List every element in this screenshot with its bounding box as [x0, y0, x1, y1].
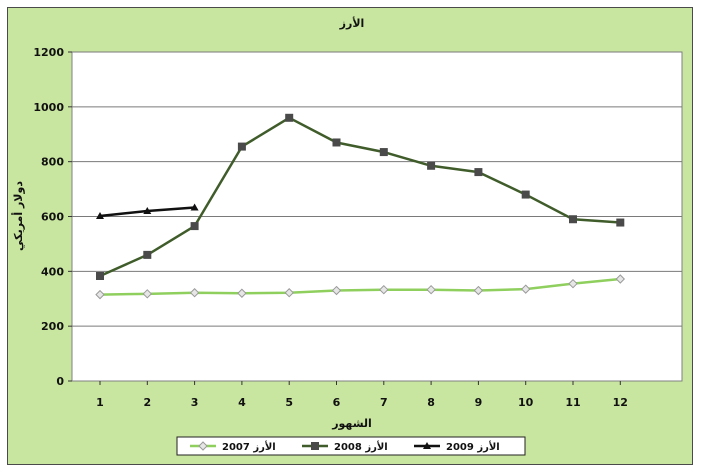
data-point	[520, 284, 531, 294]
data-point	[190, 203, 199, 211]
series	[96, 203, 199, 219]
y-axis-title: دولار أمريكي	[11, 181, 25, 251]
legend-entry: الأرز 2008	[302, 440, 388, 453]
data-point	[427, 161, 436, 170]
data-point	[189, 288, 200, 298]
series	[95, 274, 626, 300]
data-point	[568, 278, 578, 289]
y-tick-label: 600	[41, 211, 64, 224]
data-point	[569, 215, 577, 224]
legend-entry: الأرز 2007	[190, 440, 276, 453]
data-point	[285, 113, 294, 122]
y-axis-ticks: 0 200 400 600 800 1000 1200	[33, 46, 72, 388]
chart-title: الأرز	[339, 16, 365, 30]
data-point	[379, 148, 388, 157]
data-point	[284, 288, 294, 298]
data-point	[332, 138, 341, 147]
data-point	[521, 190, 530, 199]
x-tick-label: 7	[380, 396, 388, 409]
data-point	[96, 211, 104, 219]
data-point	[473, 285, 484, 296]
data-point	[331, 285, 342, 296]
legend-entry: الأرز 2009	[414, 440, 500, 453]
y-tick-label: 0	[56, 375, 64, 388]
data-point	[190, 222, 199, 231]
x-tick-label: 5	[285, 396, 293, 409]
data-point	[96, 271, 104, 280]
legend-label: الأرز 2007	[222, 440, 276, 453]
y-tick-label: 1000	[33, 101, 64, 114]
y-tick-label: 800	[41, 156, 64, 169]
series-line	[99, 116, 621, 278]
data-point	[143, 250, 152, 259]
y-tick-label: 1200	[33, 46, 64, 59]
x-axis-title: الشهور	[331, 417, 372, 430]
legend-label: الأرز 2009	[446, 440, 500, 453]
x-tick-label: 4	[238, 396, 246, 409]
x-tick-label: 10	[518, 396, 534, 409]
x-tick-label: 8	[427, 396, 435, 409]
data-point	[615, 274, 626, 284]
x-tick-label: 6	[333, 396, 341, 409]
data-point	[616, 218, 625, 227]
y-tick-label: 400	[41, 265, 64, 278]
x-tick-label: 11	[565, 396, 580, 409]
data-point	[474, 168, 483, 177]
gridlines	[72, 51, 682, 327]
y-tick-label: 200	[41, 320, 64, 333]
x-tick-label: 3	[191, 396, 199, 409]
legend: الأرز 2007 الأرز 2008 الأرز 2009	[190, 440, 500, 453]
x-tick-label: 9	[475, 396, 483, 409]
data-point	[423, 442, 431, 449]
data-point	[379, 284, 389, 295]
series-layer	[95, 113, 626, 300]
x-tick-label: 12	[613, 396, 628, 409]
data-point	[143, 207, 152, 215]
data-point	[198, 441, 208, 451]
legend-box	[176, 436, 526, 456]
x-tick-label: 1	[96, 396, 104, 409]
x-axis-ticks: 1 2 3 4 5 6 7 8 9 10 11 12	[96, 381, 628, 409]
series-line	[99, 277, 621, 296]
legend-label: الأرز 2008	[334, 440, 388, 453]
data-point	[237, 288, 247, 298]
series	[96, 113, 625, 280]
x-tick-label: 2	[143, 396, 151, 409]
data-point	[311, 442, 319, 450]
data-point	[95, 289, 105, 300]
data-point	[237, 142, 246, 151]
data-point	[426, 284, 436, 295]
data-point	[142, 289, 153, 299]
